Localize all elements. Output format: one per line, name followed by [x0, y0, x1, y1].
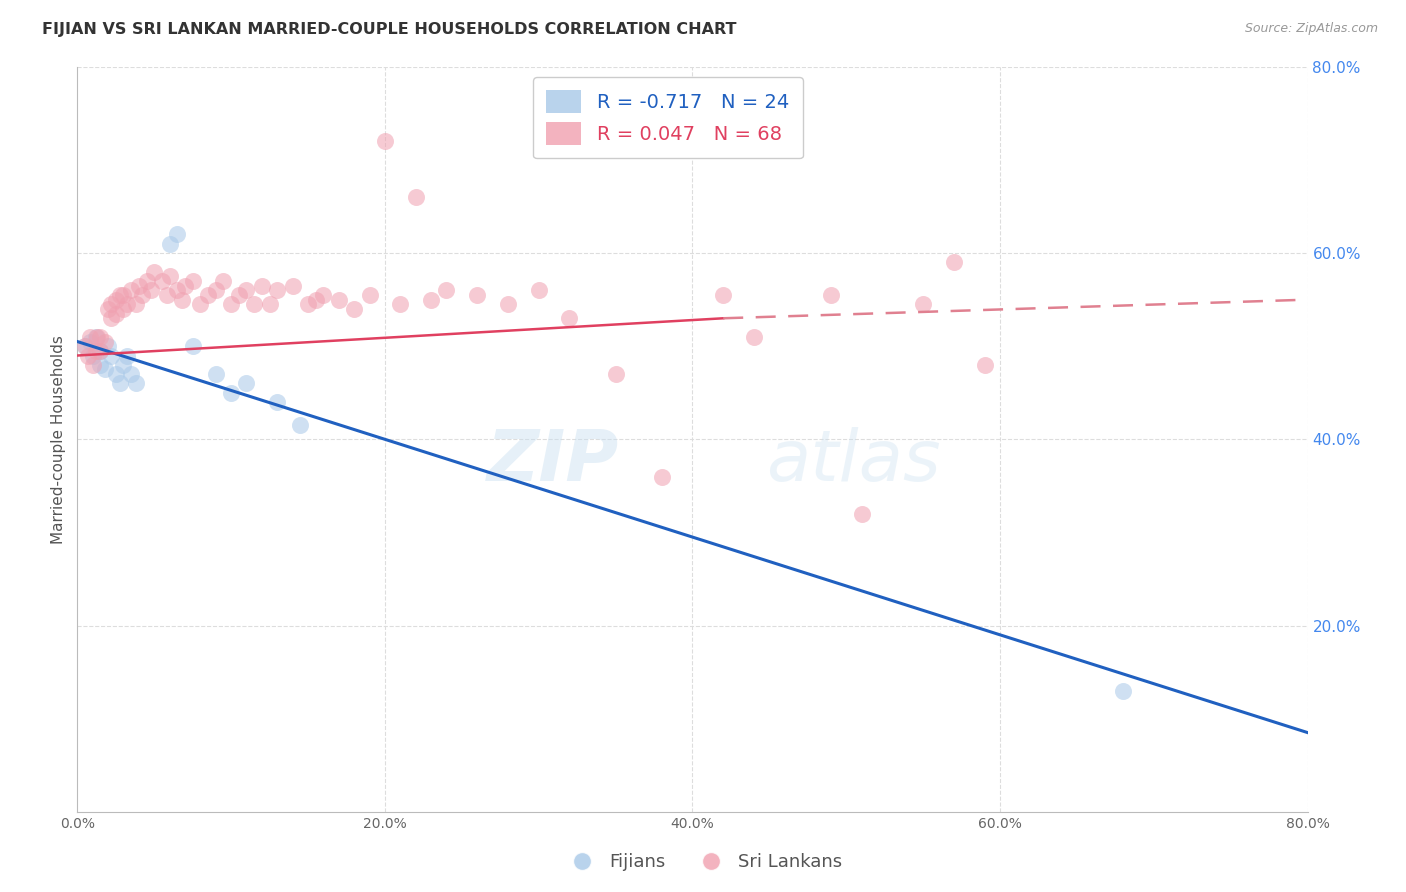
Point: [912, 297, 935, 311]
Point: [166, 227, 188, 242]
Point: [742, 330, 765, 344]
Point: [159, 269, 181, 284]
Point: [204, 284, 226, 298]
Point: [104, 293, 127, 307]
Point: [159, 236, 181, 251]
Point: [120, 284, 142, 298]
Point: [527, 284, 550, 298]
Point: [328, 293, 350, 307]
Point: [204, 367, 226, 381]
Point: [135, 274, 157, 288]
Point: [73, 339, 96, 353]
Point: [973, 358, 995, 372]
Point: [128, 278, 150, 293]
Point: [243, 297, 266, 311]
Point: [405, 190, 427, 204]
Point: [235, 284, 257, 298]
Point: [820, 288, 842, 302]
Point: [84, 343, 107, 358]
Point: [100, 349, 122, 363]
Point: [89, 358, 111, 372]
Point: [77, 349, 100, 363]
Point: [84, 330, 107, 344]
Point: [79, 334, 101, 349]
Point: [942, 255, 965, 269]
Point: [558, 311, 581, 326]
Point: [312, 288, 335, 302]
Point: [259, 297, 281, 311]
Text: ZIP: ZIP: [486, 427, 619, 496]
Point: [181, 339, 204, 353]
Point: [290, 418, 312, 433]
Point: [235, 376, 257, 391]
Point: [115, 349, 138, 363]
Point: [250, 278, 273, 293]
Point: [112, 301, 135, 316]
Point: [166, 284, 188, 298]
Point: [110, 376, 132, 391]
Point: [104, 307, 127, 321]
Point: [188, 297, 212, 311]
Point: [711, 288, 734, 302]
Point: [100, 297, 122, 311]
Point: [212, 274, 235, 288]
Point: [465, 288, 488, 302]
Point: [79, 330, 101, 344]
Point: [94, 362, 117, 376]
Point: [125, 376, 148, 391]
Point: [73, 339, 96, 353]
Point: [181, 274, 204, 288]
Point: [605, 367, 627, 381]
Point: [197, 288, 219, 302]
Point: [436, 284, 458, 298]
Point: [389, 297, 412, 311]
Point: [1112, 683, 1135, 698]
Point: [281, 278, 304, 293]
Point: [82, 349, 104, 363]
Point: [343, 301, 366, 316]
Point: [112, 288, 135, 302]
Point: [86, 330, 108, 344]
Point: [266, 395, 288, 409]
Point: [89, 330, 111, 344]
Legend: Fijians, Sri Lankans: Fijians, Sri Lankans: [557, 847, 849, 879]
Point: [155, 288, 177, 302]
Point: [100, 311, 122, 326]
Point: [420, 293, 443, 307]
Point: [120, 367, 142, 381]
Point: [141, 284, 163, 298]
Point: [115, 297, 138, 311]
Point: [82, 358, 104, 372]
Point: [170, 293, 193, 307]
Point: [219, 385, 242, 400]
Point: [104, 367, 127, 381]
Point: [125, 297, 148, 311]
Point: [97, 339, 120, 353]
Point: [112, 358, 135, 372]
Point: [131, 288, 153, 302]
Point: [89, 343, 111, 358]
Point: [305, 293, 328, 307]
Point: [143, 265, 166, 279]
Y-axis label: Married-couple Households: Married-couple Households: [51, 334, 66, 544]
Point: [228, 288, 250, 302]
Point: [851, 507, 873, 521]
Point: [496, 297, 519, 311]
Point: [297, 297, 319, 311]
Point: [651, 469, 673, 483]
Point: [94, 334, 117, 349]
Point: [219, 297, 242, 311]
Text: Source: ZipAtlas.com: Source: ZipAtlas.com: [1244, 22, 1378, 36]
Point: [89, 343, 111, 358]
Point: [374, 135, 396, 149]
Point: [359, 288, 381, 302]
Point: [266, 284, 288, 298]
Point: [174, 278, 197, 293]
Legend: R = -0.717   N = 24, R = 0.047   N = 68: R = -0.717 N = 24, R = 0.047 N = 68: [533, 77, 803, 159]
Point: [97, 301, 120, 316]
Text: FIJIAN VS SRI LANKAN MARRIED-COUPLE HOUSEHOLDS CORRELATION CHART: FIJIAN VS SRI LANKAN MARRIED-COUPLE HOUS…: [42, 22, 737, 37]
Point: [110, 288, 132, 302]
Text: atlas: atlas: [766, 427, 941, 496]
Point: [150, 274, 173, 288]
